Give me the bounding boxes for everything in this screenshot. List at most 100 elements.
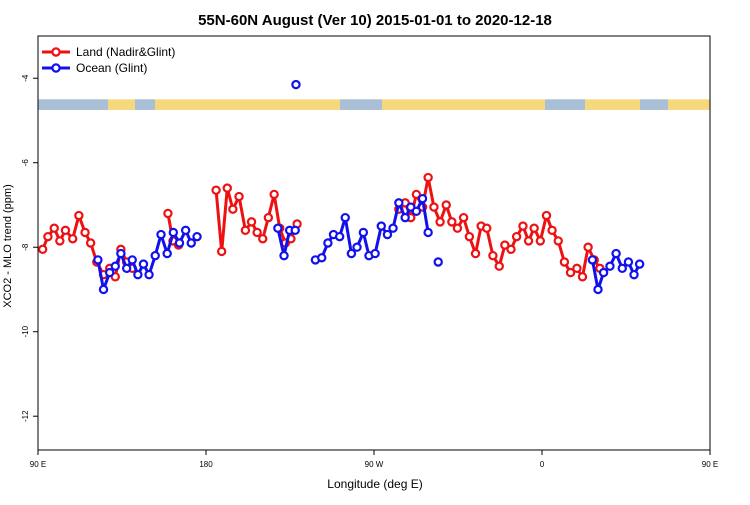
y-axis: -4 -6 -8 -10 -12 <box>21 74 38 422</box>
data-point <box>429 202 439 212</box>
data-point <box>37 244 48 255</box>
data-point <box>441 200 451 210</box>
data-point <box>583 242 593 252</box>
data-point <box>370 248 380 259</box>
data-point <box>547 225 557 236</box>
chart-title: 55N-60N August (Ver 10) 2015-01-01 to 20… <box>198 12 552 29</box>
data-point <box>535 236 546 246</box>
data-point <box>49 223 59 233</box>
data-point <box>263 212 274 223</box>
data-point <box>572 263 582 274</box>
data-point <box>150 250 160 261</box>
map-ocean-patch <box>135 99 155 110</box>
data-point <box>192 231 202 242</box>
data-point <box>55 236 65 246</box>
data-point <box>80 227 90 238</box>
data-point <box>433 257 443 267</box>
data-point <box>85 238 96 248</box>
x-tick-label: 0 <box>540 460 545 469</box>
data-point <box>133 269 143 280</box>
data-point <box>258 234 268 244</box>
data-point <box>358 227 369 238</box>
y-tick-label: -4 <box>21 74 30 82</box>
data-point <box>541 210 552 221</box>
data-point <box>382 229 393 240</box>
data-point <box>423 172 433 183</box>
data-point <box>435 217 445 227</box>
data-point <box>74 210 84 221</box>
data-point <box>417 193 428 204</box>
data-point <box>186 238 196 248</box>
data-point <box>116 248 126 259</box>
data-point <box>156 229 166 240</box>
data-point <box>411 206 422 217</box>
data-point <box>43 231 53 242</box>
data-point <box>168 227 179 238</box>
data-point <box>138 259 149 269</box>
data-point <box>60 225 71 236</box>
data-point <box>216 246 227 257</box>
data-point <box>634 259 645 269</box>
data-point <box>376 221 386 231</box>
series-layer <box>37 79 645 295</box>
x-tick-label: 90 W <box>365 460 384 469</box>
data-point <box>598 267 609 278</box>
y-tick-label: -12 <box>21 410 30 422</box>
legend: Land (Nadir&Glint) Ocean (Glint) <box>42 45 175 75</box>
data-point <box>617 263 627 274</box>
data-point <box>605 261 615 271</box>
x-tick-label: 180 <box>199 460 213 469</box>
legend-swatch-marker <box>51 63 61 73</box>
series-ocean <box>93 193 645 295</box>
data-point <box>565 267 576 278</box>
data-point <box>163 208 173 219</box>
data-point <box>269 189 279 200</box>
data-point <box>340 212 350 223</box>
data-point <box>110 261 120 271</box>
data-point <box>587 255 598 265</box>
legend-label: Ocean (Glint) <box>76 61 147 75</box>
data-point <box>529 223 539 233</box>
map-ocean-patch <box>545 99 585 110</box>
data-point <box>98 284 109 295</box>
world-map-strip <box>38 99 710 110</box>
data-point <box>577 272 588 282</box>
data-point <box>334 231 345 242</box>
data-point <box>228 204 238 214</box>
data-point <box>464 231 475 242</box>
plot-frame <box>37 35 711 451</box>
data-point <box>104 267 115 278</box>
data-point <box>240 225 251 236</box>
data-point <box>400 212 410 223</box>
y-tick-label: -10 <box>21 325 30 337</box>
data-point <box>511 231 522 242</box>
legend-swatch-marker <box>51 47 61 57</box>
data-point <box>500 240 510 250</box>
data-point <box>127 255 137 265</box>
data-point <box>93 255 103 265</box>
data-point <box>234 191 244 202</box>
data-point <box>222 183 232 193</box>
data-point <box>423 227 433 238</box>
data-point <box>411 189 422 200</box>
data-point <box>482 223 492 233</box>
x-tick-label: 90 E <box>702 460 718 469</box>
y-tick-label: -8 <box>21 243 30 251</box>
data-point <box>518 221 528 231</box>
x-tick-label: 90 E <box>30 460 46 469</box>
legend-label: Land (Nadir&Glint) <box>76 45 175 59</box>
data-point <box>121 263 132 274</box>
map-ocean-patch <box>640 99 668 110</box>
data-point <box>553 236 563 246</box>
data-point <box>452 223 463 233</box>
data-point <box>290 225 300 236</box>
data-point <box>458 212 469 223</box>
data-point <box>174 238 185 248</box>
data-point <box>346 248 357 259</box>
data-point <box>211 185 221 195</box>
y-axis-label: XCO2 - MLO trend (ppm) <box>2 184 14 307</box>
data-point <box>291 79 301 90</box>
data-point <box>279 250 289 261</box>
